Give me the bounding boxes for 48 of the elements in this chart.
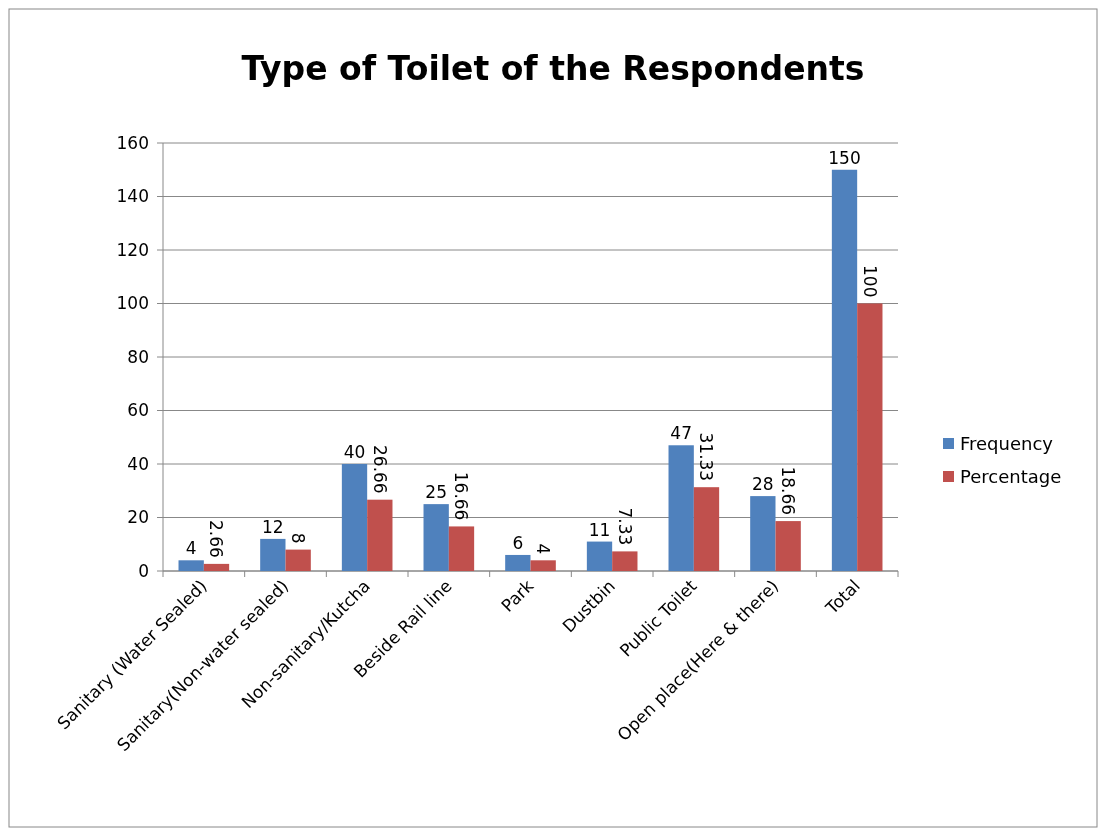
legend-label: Frequency (960, 433, 1054, 455)
bar (586, 541, 613, 571)
bar (285, 549, 311, 571)
bar (693, 487, 720, 571)
data-label: 12 (262, 516, 284, 537)
data-label: 16.66 (451, 471, 472, 521)
data-label: 2.66 (206, 520, 227, 558)
bar (178, 560, 204, 571)
y-tick-label: 160 (116, 132, 149, 153)
data-label: 6 (512, 532, 524, 553)
data-label: 150 (828, 147, 861, 168)
y-tick-label: 120 (116, 239, 149, 260)
y-tick-label: 0 (138, 560, 149, 581)
y-tick-label: 140 (116, 186, 149, 207)
bar (505, 554, 531, 571)
bar (448, 526, 475, 571)
bar (423, 504, 449, 571)
data-label: 7.33 (614, 507, 635, 546)
bar (750, 496, 776, 571)
data-label: 100 (859, 265, 880, 298)
y-tick-label: 80 (127, 346, 149, 367)
bar (668, 445, 694, 571)
data-label: 4 (533, 543, 554, 555)
data-label: 31.33 (696, 432, 717, 482)
bar (612, 551, 638, 571)
data-label: 26.66 (369, 445, 390, 494)
data-label: 18.66 (778, 466, 799, 516)
bar (203, 563, 230, 571)
bar (831, 169, 858, 571)
bar (530, 560, 556, 571)
bar (857, 303, 883, 571)
legend-label: Percentage (960, 466, 1062, 488)
data-label: 4 (185, 538, 197, 559)
bar (367, 499, 393, 571)
data-label: 28 (752, 474, 774, 495)
y-tick-label: 100 (116, 293, 149, 314)
bar (341, 464, 368, 571)
data-label: 40 (343, 442, 366, 462)
y-tick-label: 60 (127, 400, 149, 421)
y-tick-label: 20 (127, 507, 149, 528)
data-label: 8 (288, 532, 309, 544)
bar (260, 538, 286, 571)
data-label: 11 (588, 519, 611, 540)
y-tick-label: 40 (127, 453, 149, 474)
data-label: 47 (670, 423, 692, 444)
chart-title: Type of Toilet of the Respondents (241, 49, 865, 88)
bar (775, 521, 801, 571)
data-label: 25 (425, 482, 447, 503)
